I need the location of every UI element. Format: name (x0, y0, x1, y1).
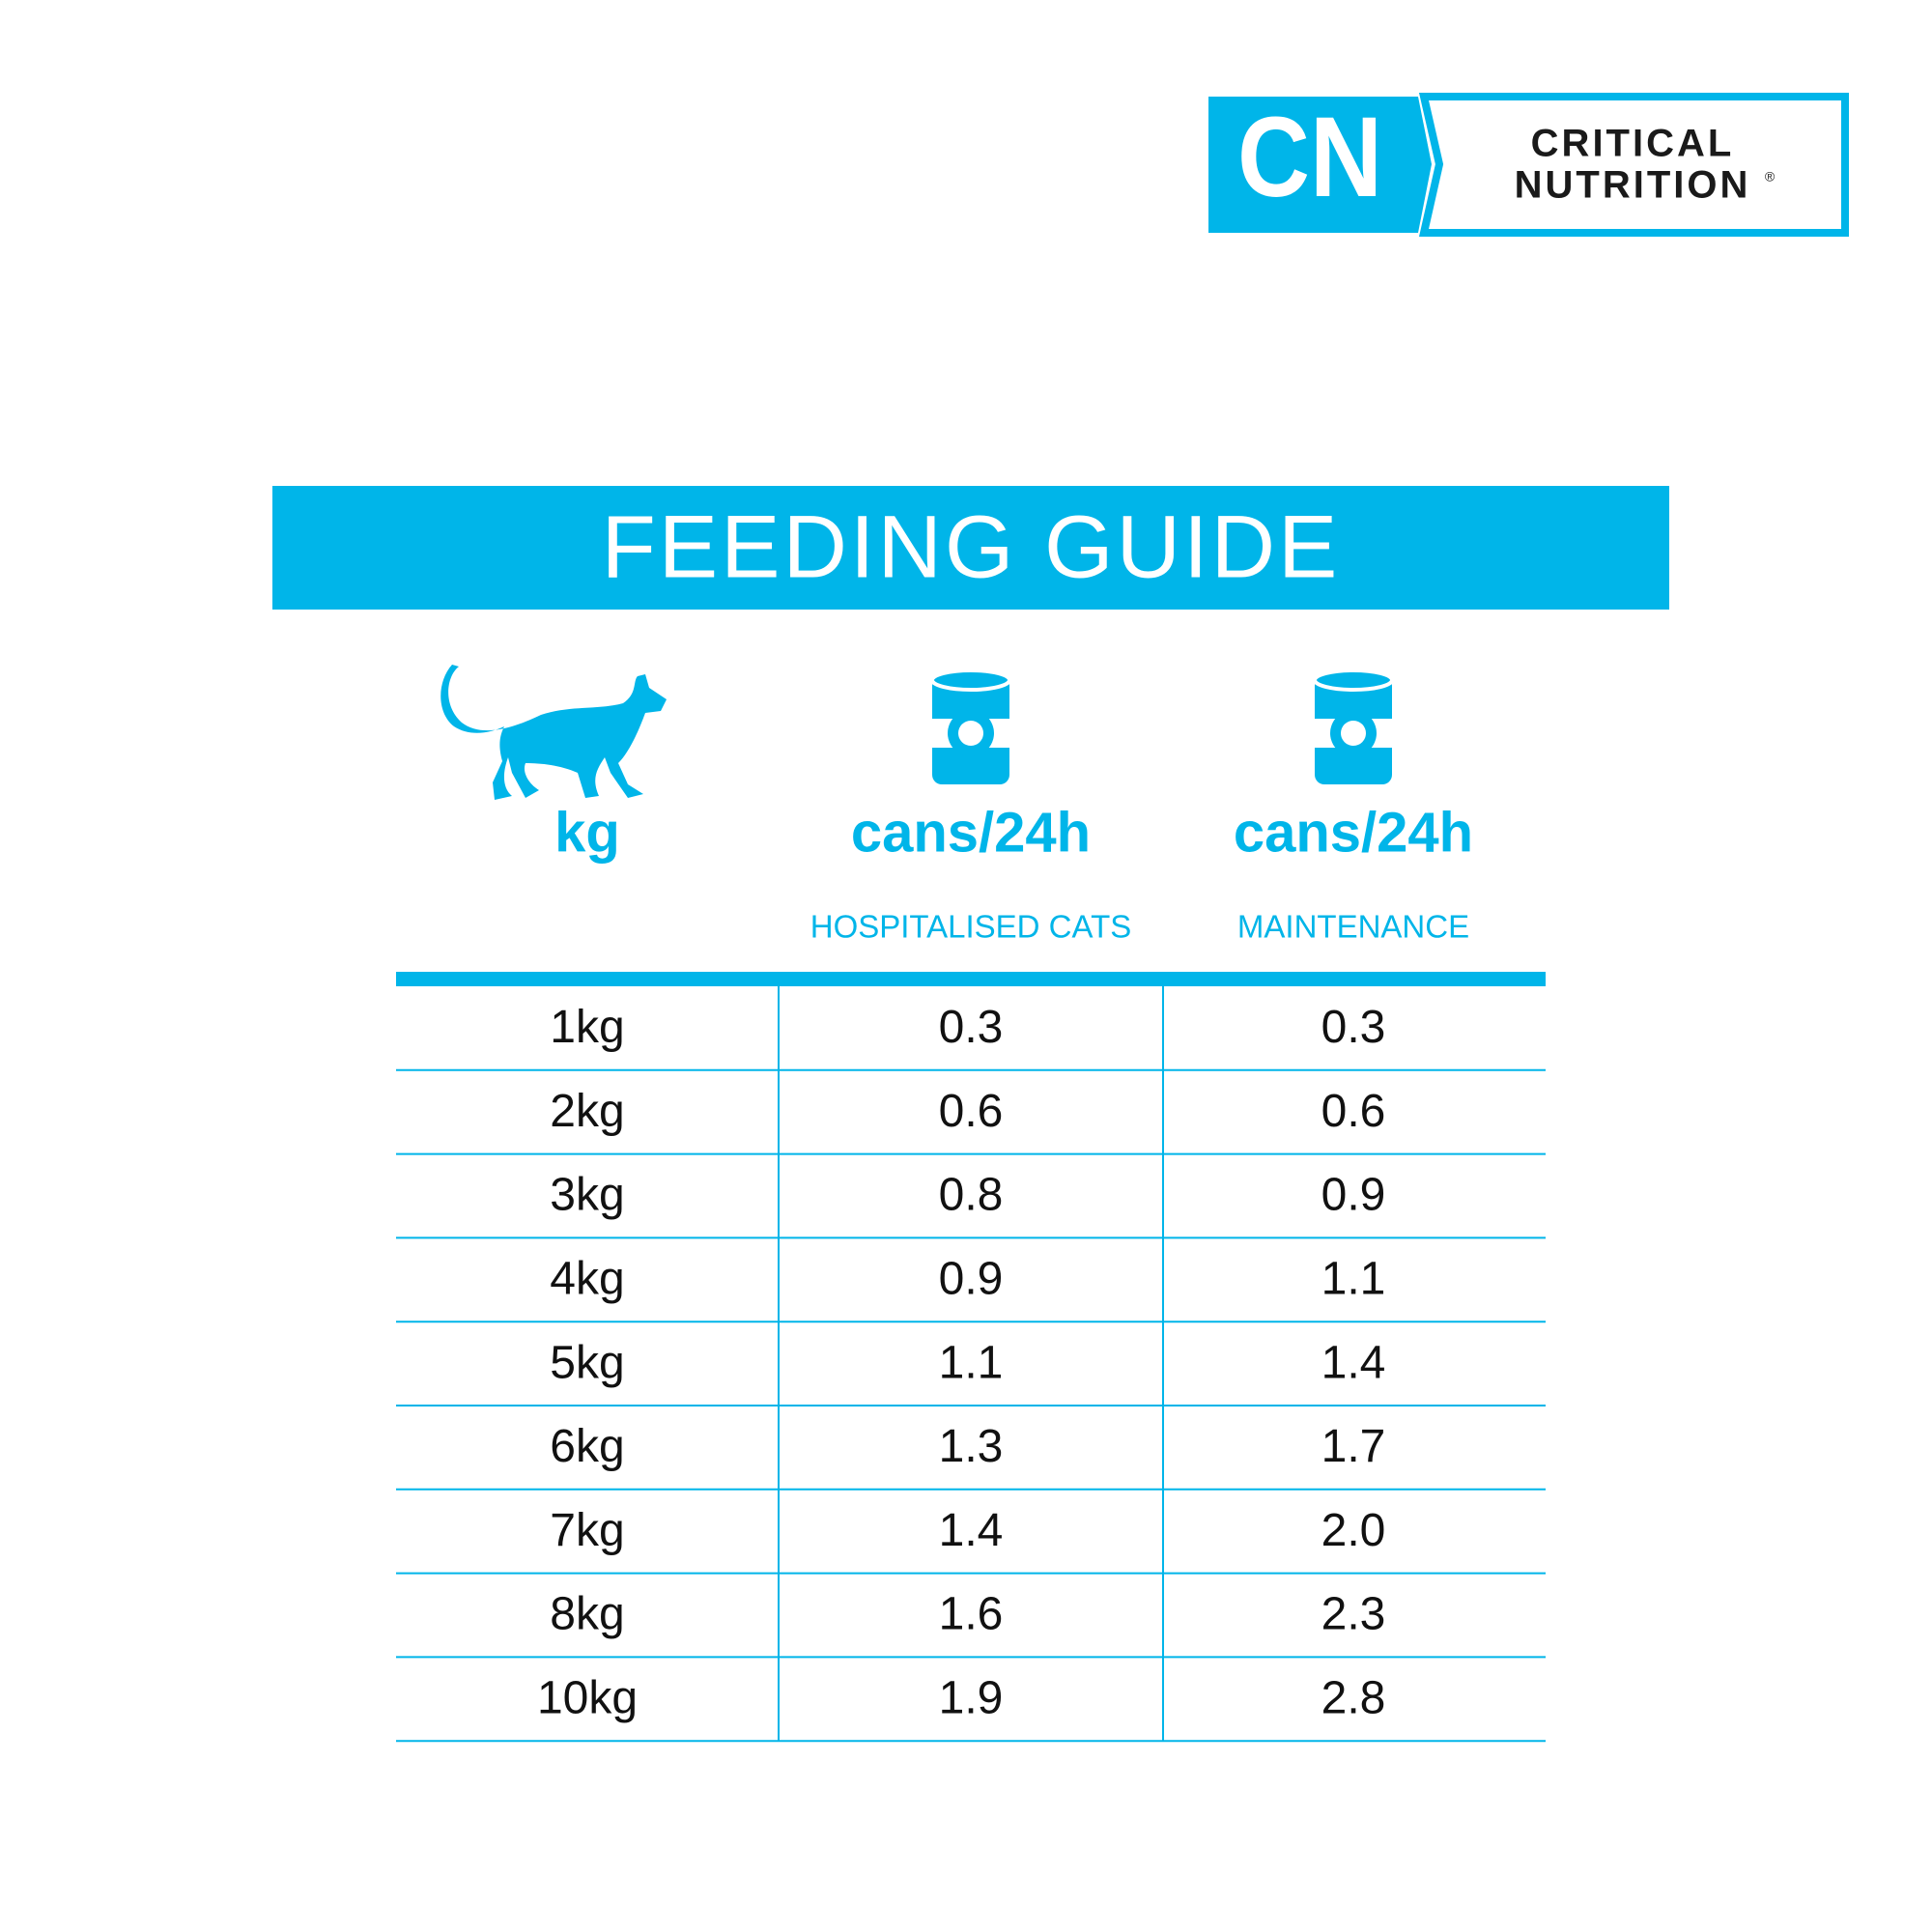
logo-line2: NUTRITION (1515, 164, 1751, 207)
table-cell: 0.3 (939, 1002, 1004, 1053)
table-cell: 0.9 (939, 1253, 1004, 1304)
table-cell: 2.0 (1321, 1505, 1386, 1556)
table-cell: 7kg (550, 1505, 624, 1556)
column-unit: cans/24h (1234, 801, 1473, 864)
table-cell: 1.9 (939, 1672, 1004, 1723)
table-cell: 1.3 (939, 1421, 1004, 1472)
table-cell: 6kg (550, 1421, 624, 1472)
can-icon (1313, 668, 1394, 784)
table-cell: 5kg (550, 1337, 624, 1388)
logo-registered: ® (1765, 169, 1776, 185)
title: FEEDING GUIDE (602, 497, 1341, 596)
header-rule (396, 972, 1546, 986)
table-cell: 1.4 (939, 1505, 1004, 1556)
logo: CN CRITICAL NUTRITION ® (1208, 93, 1849, 237)
column-label: MAINTENANCE (1237, 909, 1469, 945)
table-cell: 1.1 (939, 1337, 1004, 1388)
can-icon (930, 668, 1011, 784)
cat-icon (440, 665, 667, 800)
table-cell: 0.8 (939, 1170, 1004, 1221)
table-cell: 1.4 (1321, 1337, 1386, 1388)
table-cell: 0.6 (939, 1086, 1004, 1137)
table-cell: 0.9 (1321, 1170, 1386, 1221)
table-cell: 1.1 (1321, 1253, 1386, 1304)
logo-mark: CN (1237, 94, 1382, 221)
column-label: HOSPITALISED CATS (810, 909, 1132, 945)
table-cell: 3kg (550, 1170, 624, 1221)
table-cell: 1.7 (1321, 1421, 1386, 1472)
logo-name-box (1418, 93, 1849, 237)
logo-line1: CRITICAL (1531, 123, 1735, 165)
title-bar (272, 486, 1669, 610)
table: kg cans/24h HOSPITALISED CATS cans/24h MAINT… (396, 801, 1546, 1743)
table-cell: 0.3 (1321, 1002, 1386, 1053)
table-cell: 10kg (537, 1672, 638, 1723)
table-cell: 4kg (550, 1253, 624, 1304)
table-cell: 2.3 (1321, 1589, 1386, 1640)
table-cell: 1kg (550, 1002, 624, 1053)
table-cell: 2.8 (1321, 1672, 1386, 1723)
table-cell: 2kg (550, 1086, 624, 1137)
table-cell: 1.6 (939, 1589, 1004, 1640)
table-cell: 0.6 (1321, 1086, 1386, 1137)
column-unit: kg (554, 801, 620, 864)
column-unit: cans/24h (851, 801, 1091, 864)
table-cell: 8kg (550, 1589, 624, 1640)
logo-mark-box (1208, 97, 1432, 233)
